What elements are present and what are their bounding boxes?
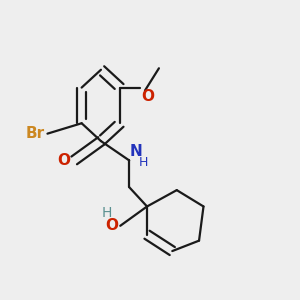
Text: H: H xyxy=(102,206,112,220)
Text: O: O xyxy=(105,218,118,233)
Text: H: H xyxy=(139,156,148,169)
Text: O: O xyxy=(58,153,70,168)
Text: Br: Br xyxy=(26,126,45,141)
Text: N: N xyxy=(130,144,143,159)
Text: O: O xyxy=(141,89,154,104)
